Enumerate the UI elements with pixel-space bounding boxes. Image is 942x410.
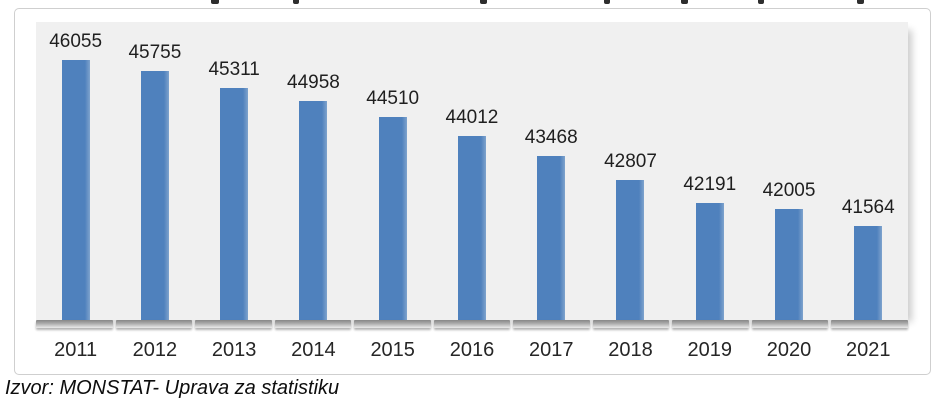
- cropped-letter-mark: [293, 0, 299, 4]
- data-label-2011: 46055: [49, 31, 103, 52]
- data-label-2017: 43468: [524, 127, 578, 148]
- x-tick-label-2017: 2017: [528, 339, 574, 361]
- bar-2015: [378, 117, 407, 320]
- x-tick-label-2012: 2012: [132, 339, 178, 361]
- cropped-letter-mark: [211, 0, 219, 4]
- bar-slot-2018: 42807: [591, 22, 670, 320]
- data-label-2014: 44958: [287, 72, 340, 93]
- data-label-2012: 45755: [128, 42, 182, 63]
- cropped-letter-mark: [758, 0, 764, 4]
- x-tick-label-2021: 2021: [846, 339, 891, 361]
- data-label-2016: 44012: [445, 107, 499, 128]
- bar-2017: [537, 156, 566, 320]
- bar-2014: [299, 101, 328, 320]
- bar-2020: [775, 209, 804, 320]
- axis-segment: [195, 320, 272, 328]
- bar-slot-2020: 42005: [749, 22, 828, 320]
- bar-2021: [854, 226, 883, 320]
- bar-2018: [616, 180, 645, 320]
- data-label-2019: 42191: [683, 174, 737, 195]
- bar-2019: [695, 203, 724, 320]
- bar-slot-2011: 46055: [36, 22, 115, 320]
- axis-segment: [36, 320, 113, 328]
- axis-segment: [274, 320, 352, 328]
- x-tick-label-2013: 2013: [211, 339, 257, 361]
- x-tick-label-2020: 2020: [766, 339, 812, 361]
- bar-2013: [220, 88, 249, 320]
- source-note: Izvor: MONSTAT- Uprava za statistiku: [5, 377, 340, 399]
- x-tick-label-2015: 2015: [370, 339, 415, 361]
- cropped-letter-mark: [604, 0, 610, 4]
- axis-segment: [115, 320, 193, 328]
- axis-segment: [672, 320, 749, 328]
- x-tick-label-2018: 2018: [608, 339, 653, 361]
- bar-slot-2017: 43468: [512, 22, 591, 320]
- plot-area: 46055 45755 45311 44958 44510 44012 43468 42807…: [36, 22, 908, 320]
- x-tick-label-2011: 2011: [54, 339, 98, 361]
- bar-slot-2014: 44958: [274, 22, 353, 320]
- axis-segment: [751, 320, 829, 328]
- x-tick-label-2014: 2014: [291, 339, 336, 361]
- bar-2016: [457, 136, 486, 320]
- data-label-2013: 45311: [208, 59, 260, 80]
- x-tick-label-2019: 2019: [687, 339, 733, 361]
- x-axis-line: [36, 320, 909, 328]
- data-label-2018: 42807: [604, 151, 657, 172]
- data-label-2015: 44510: [366, 88, 420, 109]
- x-axis-labels: 2011 2012 2013 2014 2015 2016 2017 2018 2019 2020…: [36, 338, 908, 362]
- data-label-2020: 42005: [762, 180, 816, 201]
- axis-segment: [592, 320, 670, 328]
- axis-segment: [513, 320, 590, 328]
- cropped-letter-mark: [857, 0, 864, 4]
- bar-slot-2012: 45755: [115, 22, 194, 320]
- axis-segment: [831, 320, 909, 328]
- bar-2012: [140, 71, 169, 320]
- data-label-2021: 41564: [841, 197, 895, 218]
- chart-frame: 46055 45755 45311 44958 44510 44012 43468 42807…: [14, 8, 931, 375]
- x-tick-label-2016: 2016: [449, 339, 495, 361]
- cropped-letter-mark: [480, 0, 487, 4]
- bars-container: 46055 45755 45311 44958 44510 44012 43468 42807…: [36, 22, 908, 320]
- axis-segment: [354, 320, 431, 328]
- bar-slot-2015: 44510: [353, 22, 432, 320]
- axis-segment: [433, 320, 511, 328]
- bar-slot-2021: 41564: [829, 22, 908, 320]
- cropped-letter-mark: [681, 0, 688, 4]
- bar-2011: [61, 60, 90, 320]
- bar-slot-2013: 45311: [195, 22, 274, 320]
- bar-slot-2019: 42191: [670, 22, 749, 320]
- bar-slot-2016: 44012: [432, 22, 511, 320]
